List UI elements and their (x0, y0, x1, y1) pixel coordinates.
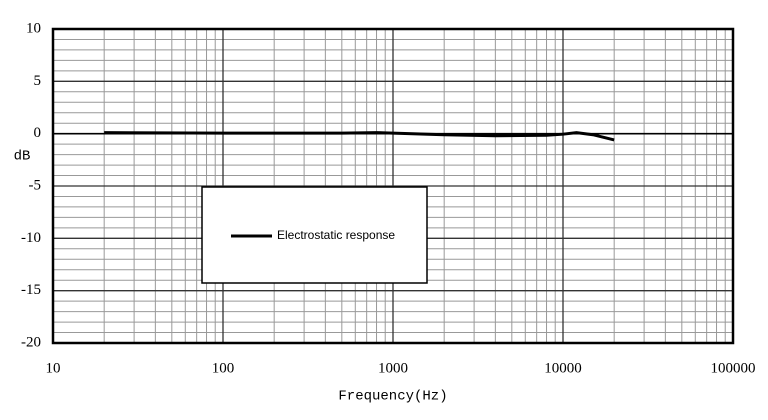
y-tick-label: 10 (26, 20, 41, 36)
x-tick-label: 1000 (378, 360, 408, 376)
x-axis-label: Frequency(Hz) (338, 389, 447, 405)
x-tick-label: 10 (46, 360, 61, 376)
y-axis-label: dB (14, 149, 31, 165)
plot-frame (51, 27, 735, 345)
y-tick-label: -15 (21, 282, 41, 298)
legend: Electrostatic response (201, 186, 428, 284)
y-tick-label: -5 (29, 177, 42, 193)
x-tick-label: 10000 (544, 360, 582, 376)
data-line (104, 131, 615, 142)
legend-label: Electrostatic response (277, 228, 395, 242)
x-tick-label: 100000 (711, 360, 756, 376)
x-tick-label: 100 (212, 360, 235, 376)
y-tick-label: 5 (34, 73, 42, 89)
y-tick-label: -10 (21, 230, 41, 246)
y-tick-label: -20 (21, 334, 41, 350)
y-tick-label: 0 (34, 125, 42, 141)
